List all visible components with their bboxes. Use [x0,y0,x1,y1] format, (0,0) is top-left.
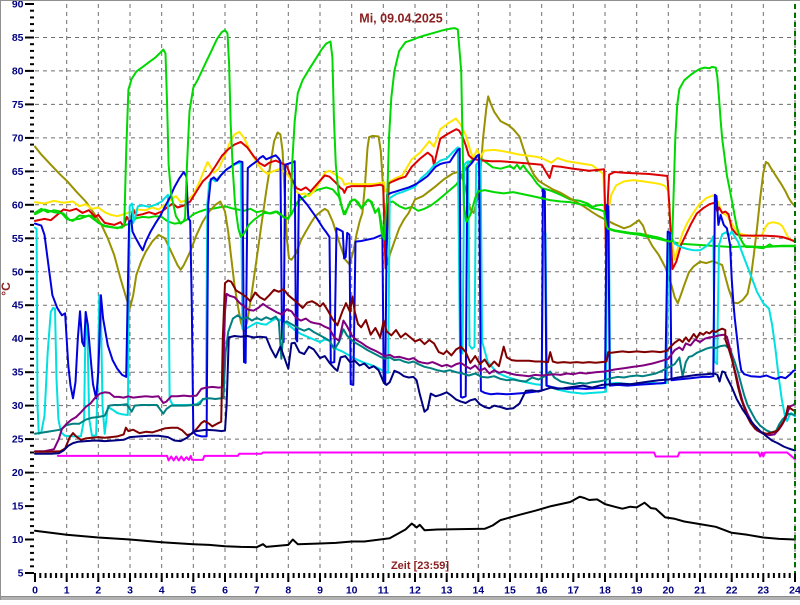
svg-text:5: 5 [18,568,24,580]
svg-text:13: 13 [441,585,453,597]
svg-text:19: 19 [631,585,643,597]
svg-text:85: 85 [12,32,24,44]
svg-text:17: 17 [567,585,579,597]
svg-text:23: 23 [757,585,769,597]
svg-text:15: 15 [12,501,24,513]
svg-text:16: 16 [536,585,548,597]
svg-text:45: 45 [12,300,24,312]
svg-text:50: 50 [12,266,24,278]
svg-text:55: 55 [12,233,24,245]
svg-text:12: 12 [409,585,421,597]
svg-text:10: 10 [12,534,24,546]
svg-text:4: 4 [159,585,165,597]
svg-text:3: 3 [127,585,133,597]
svg-text:25: 25 [12,434,24,446]
svg-text:10: 10 [346,585,358,597]
svg-text:65: 65 [12,166,24,178]
svg-text:0: 0 [32,585,38,597]
svg-text:11: 11 [378,585,389,597]
svg-text:1: 1 [64,585,70,597]
svg-text:22: 22 [726,585,738,597]
svg-text:Zeit [23:59]: Zeit [23:59] [391,560,449,572]
svg-text:35: 35 [12,367,24,379]
svg-text:15: 15 [504,585,516,597]
svg-text:60: 60 [12,199,24,211]
svg-text:6: 6 [222,585,228,597]
svg-text:21: 21 [694,585,706,597]
svg-text:7: 7 [254,585,260,597]
svg-text:5: 5 [190,585,196,597]
svg-text:70: 70 [12,132,24,144]
svg-text:°C: °C [0,282,13,296]
svg-text:2: 2 [95,585,101,597]
svg-text:80: 80 [12,65,24,77]
svg-text:90: 90 [12,0,24,11]
svg-text:18: 18 [599,585,611,597]
svg-text:20: 20 [662,585,674,597]
svg-text:20: 20 [12,467,24,479]
svg-text:14: 14 [472,585,484,597]
svg-text:8: 8 [285,585,291,597]
svg-text:75: 75 [12,99,24,111]
svg-text:40: 40 [12,333,24,345]
svg-text:Mi, 09.04.2025: Mi, 09.04.2025 [359,12,442,26]
svg-text:30: 30 [12,400,24,412]
svg-text:24: 24 [789,585,800,597]
svg-text:9: 9 [317,585,323,597]
